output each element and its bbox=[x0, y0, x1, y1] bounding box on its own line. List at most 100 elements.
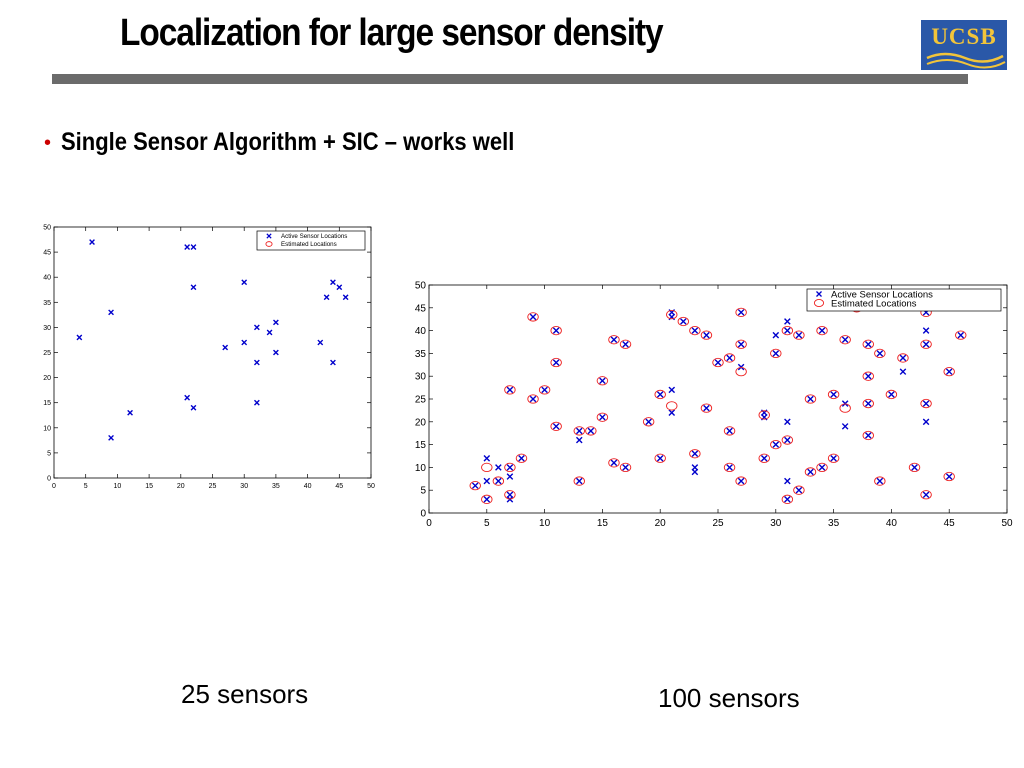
x-tick-label: 25 bbox=[209, 483, 217, 490]
estimated-location-point bbox=[585, 426, 597, 436]
ucsb-logo: UCSB bbox=[921, 20, 1007, 70]
estimated-location-point bbox=[920, 490, 932, 500]
active-sensor-point bbox=[841, 336, 849, 344]
active-sensor-point bbox=[622, 464, 629, 471]
x-tick-label: 5 bbox=[484, 518, 490, 529]
x-tick-label: 35 bbox=[272, 483, 280, 490]
active-sensor-point bbox=[656, 391, 664, 398]
legend-marker-estimated bbox=[813, 298, 825, 308]
active-sensor-point bbox=[784, 318, 791, 325]
estimated-location-series bbox=[469, 303, 967, 504]
estimated-location-point bbox=[897, 353, 909, 363]
active-sensor-series bbox=[471, 304, 965, 503]
active-sensor-point bbox=[495, 464, 502, 471]
estimated-location-point bbox=[689, 325, 701, 336]
x-tick-label: 25 bbox=[712, 518, 724, 529]
active-sensor-point bbox=[317, 339, 324, 346]
x-tick-label: 40 bbox=[304, 483, 312, 490]
active-sensor-point bbox=[864, 400, 872, 407]
active-sensor-point bbox=[945, 368, 953, 375]
estimated-location-point bbox=[504, 490, 516, 500]
estimated-location-point bbox=[770, 439, 782, 450]
x-tick-label: 0 bbox=[426, 518, 432, 529]
legend-marker-active bbox=[266, 233, 272, 239]
estimated-location-point bbox=[689, 449, 701, 459]
y-tick-label: 5 bbox=[420, 486, 426, 497]
slide-title: Localization for large sensor density bbox=[120, 12, 664, 54]
estimated-location-point bbox=[642, 417, 655, 427]
y-tick-label: 15 bbox=[43, 400, 51, 407]
active-sensor-point bbox=[922, 491, 930, 499]
bullet-icon: • bbox=[44, 132, 52, 154]
estimated-location-point bbox=[735, 476, 747, 486]
active-sensor-point bbox=[253, 324, 260, 331]
active-sensor-point bbox=[330, 279, 336, 286]
active-sensor-point bbox=[772, 441, 780, 448]
active-sensor-point bbox=[772, 331, 780, 339]
active-sensor-point bbox=[184, 244, 191, 250]
active-sensor-point bbox=[737, 340, 745, 348]
active-sensor-point bbox=[541, 386, 548, 394]
active-sensor-point bbox=[330, 359, 336, 366]
active-sensor-point bbox=[818, 464, 826, 471]
active-sensor-point bbox=[703, 331, 710, 339]
estimated-location-point bbox=[712, 357, 724, 368]
active-sensor-point bbox=[529, 395, 537, 403]
estimated-location-point bbox=[666, 401, 678, 411]
active-sensor-point bbox=[945, 473, 953, 480]
active-sensor-point bbox=[714, 359, 722, 366]
x-tick-label: 5 bbox=[84, 483, 88, 490]
scatter-chart-25-sensors: 0 5 10 15 20 25 30 35 40 45 50 0 5 10 15 20 25 30 35 40 45 50… bbox=[43, 224, 375, 490]
estimated-location-point bbox=[608, 458, 620, 468]
active-sensor-point bbox=[668, 386, 676, 394]
estimated-location-point bbox=[515, 453, 528, 463]
estimated-location-point bbox=[885, 389, 898, 400]
y-tick-label: 20 bbox=[415, 417, 427, 428]
active-sensor-point bbox=[830, 454, 837, 462]
estimated-location-point bbox=[862, 339, 874, 349]
active-sensor-point bbox=[726, 427, 733, 435]
active-sensor-point bbox=[89, 239, 95, 245]
active-sensor-point bbox=[726, 464, 733, 471]
active-sensor-point bbox=[599, 413, 606, 421]
active-sensor-point bbox=[864, 372, 872, 380]
y-tick-label: 25 bbox=[415, 395, 427, 406]
y-tick-label: 50 bbox=[43, 224, 51, 231]
estimated-location-point bbox=[804, 467, 817, 477]
estimated-location-point bbox=[619, 462, 632, 473]
active-sensor-point bbox=[784, 436, 791, 444]
legend-label: Estimated Locations bbox=[831, 298, 917, 309]
active-sensor-point bbox=[807, 468, 814, 476]
x-tick-label: 45 bbox=[335, 483, 343, 490]
active-sensor-point bbox=[899, 368, 907, 375]
active-sensor-point bbox=[922, 340, 930, 348]
x-tick-label: 15 bbox=[597, 518, 609, 529]
estimated-location-point bbox=[596, 376, 609, 386]
active-sensor-point bbox=[876, 477, 884, 485]
estimated-location-point bbox=[723, 426, 736, 436]
active-sensor-point bbox=[108, 309, 114, 316]
estimated-location-point bbox=[781, 325, 794, 336]
bullet-item: • Single Sensor Algorithm + SIC – works w… bbox=[44, 128, 576, 157]
active-sensor-point bbox=[241, 339, 248, 346]
y-tick-label: 10 bbox=[415, 463, 427, 474]
y-tick-label: 35 bbox=[43, 300, 51, 307]
x-tick-label: 30 bbox=[240, 483, 248, 490]
y-tick-label: 35 bbox=[415, 349, 427, 360]
x-tick-label: 0 bbox=[52, 483, 56, 490]
active-sensor-point bbox=[529, 313, 537, 321]
bullet-text: Single Sensor Algorithm + SIC – works we… bbox=[61, 128, 515, 156]
active-sensor-point bbox=[190, 404, 197, 411]
active-sensor-point bbox=[190, 284, 197, 291]
x-tick-label: 20 bbox=[177, 483, 185, 490]
active-sensor-point bbox=[888, 391, 895, 398]
active-sensor-point bbox=[575, 436, 583, 444]
estimated-location-point bbox=[573, 426, 585, 436]
active-sensor-point bbox=[922, 418, 930, 426]
x-tick-label: 35 bbox=[828, 518, 840, 529]
legend-marker-active bbox=[816, 291, 822, 297]
active-sensor-point bbox=[76, 334, 83, 341]
estimated-location-point bbox=[816, 325, 828, 336]
x-tick-label: 40 bbox=[886, 518, 898, 529]
estimated-location-point bbox=[920, 398, 932, 409]
